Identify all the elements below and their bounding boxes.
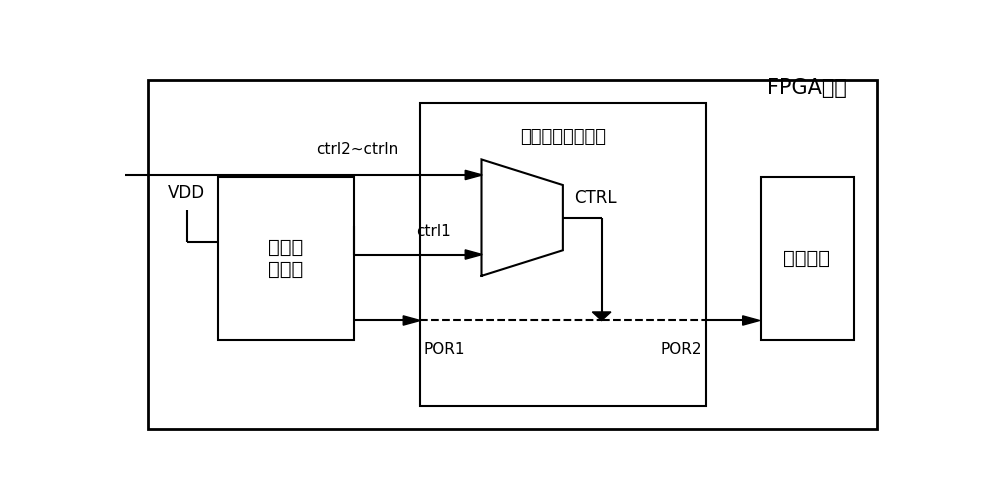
Polygon shape (592, 312, 611, 321)
Polygon shape (465, 170, 482, 179)
Text: POR2: POR2 (661, 342, 702, 357)
Text: POR1: POR1 (423, 342, 465, 357)
Polygon shape (743, 316, 760, 325)
Text: FPGA裸片: FPGA裸片 (767, 78, 847, 98)
Text: 上电复
位电路: 上电复 位电路 (268, 238, 303, 279)
Text: 用电电路: 用电电路 (783, 249, 830, 268)
Text: ctrl1: ctrl1 (416, 224, 450, 239)
Text: VDD: VDD (168, 184, 205, 202)
Text: 复位信号控制模块: 复位信号控制模块 (520, 129, 606, 146)
Bar (420, 103, 706, 406)
Polygon shape (403, 316, 420, 325)
Bar (218, 177, 354, 340)
Text: CTRL: CTRL (574, 189, 617, 207)
Text: ctrl2~ctrln: ctrl2~ctrln (316, 143, 399, 157)
Polygon shape (465, 250, 482, 259)
Bar (761, 177, 854, 340)
